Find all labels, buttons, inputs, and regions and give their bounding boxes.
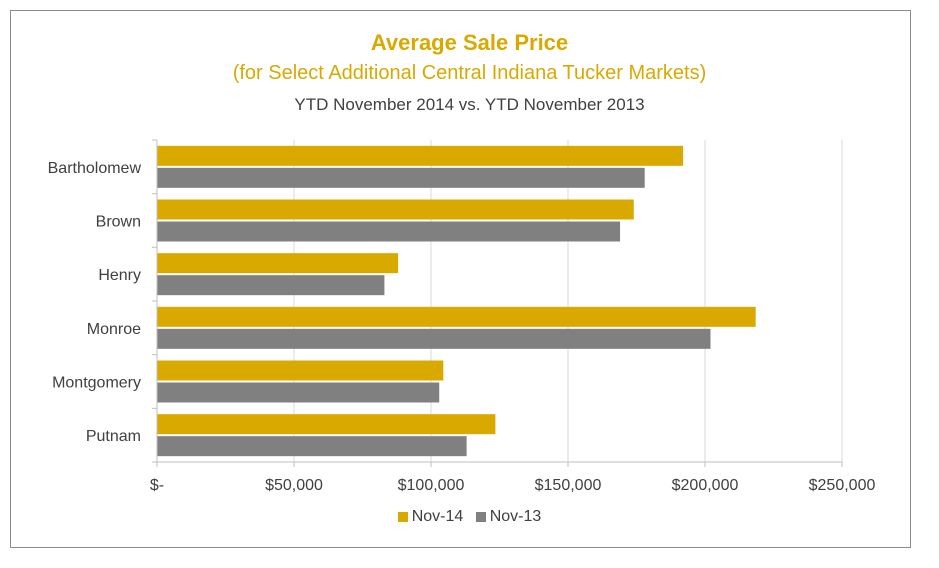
- x-tick-label-0: $-: [150, 477, 164, 494]
- bar-brown-nov-13: [157, 221, 621, 242]
- bar-putnam-nov-14: [157, 414, 496, 435]
- legend-item-nov-13: Nov-13: [475, 508, 542, 526]
- legend-swatch-nov-13: [475, 512, 486, 522]
- x-tick-label-3: $150,000: [535, 477, 602, 494]
- x-tick-label-2: $100,000: [398, 477, 465, 494]
- y-tick-label-monroe: Monroe: [87, 321, 141, 338]
- legend-label-nov-13: Nov-13: [489, 508, 542, 525]
- y-tick-label-montgomery: Montgomery: [52, 375, 141, 392]
- legend-label-nov-14: Nov-14: [411, 508, 464, 525]
- bar-montgomery-nov-13: [157, 382, 440, 403]
- y-tick-label-bartholomew: Bartholomew: [48, 160, 142, 177]
- chart-subtitle-period: YTD November 2014 vs. YTD November 2013: [294, 95, 645, 114]
- y-tick-label-brown: Brown: [96, 214, 141, 231]
- bar-montgomery-nov-14: [157, 360, 444, 381]
- bar-bartholomew-nov-14: [157, 145, 684, 166]
- bar-monroe-nov-13: [157, 328, 711, 349]
- bar-brown-nov-14: [157, 199, 634, 220]
- chart-title: Average Sale Price: [370, 30, 569, 55]
- legend: Nov-14 Nov-13: [0, 508, 939, 527]
- y-tick-label-henry: Henry: [98, 267, 141, 284]
- x-tick-label-4: $200,000: [672, 477, 739, 494]
- y-tick-label-putnam: Putnam: [86, 428, 141, 445]
- bar-henry-nov-14: [157, 253, 399, 274]
- bar-putnam-nov-13: [157, 436, 467, 457]
- legend-swatch-nov-14: [397, 512, 408, 522]
- x-tick-label-5: $250,000: [809, 477, 876, 494]
- bar-henry-nov-13: [157, 275, 385, 296]
- bar-monroe-nov-14: [157, 306, 756, 327]
- x-tick-label-1: $50,000: [265, 477, 323, 494]
- chart-subtitle: (for Select Additional Central Indiana T…: [232, 62, 707, 84]
- bar-bartholomew-nov-13: [157, 167, 645, 188]
- legend-item-nov-14: Nov-14: [397, 508, 464, 526]
